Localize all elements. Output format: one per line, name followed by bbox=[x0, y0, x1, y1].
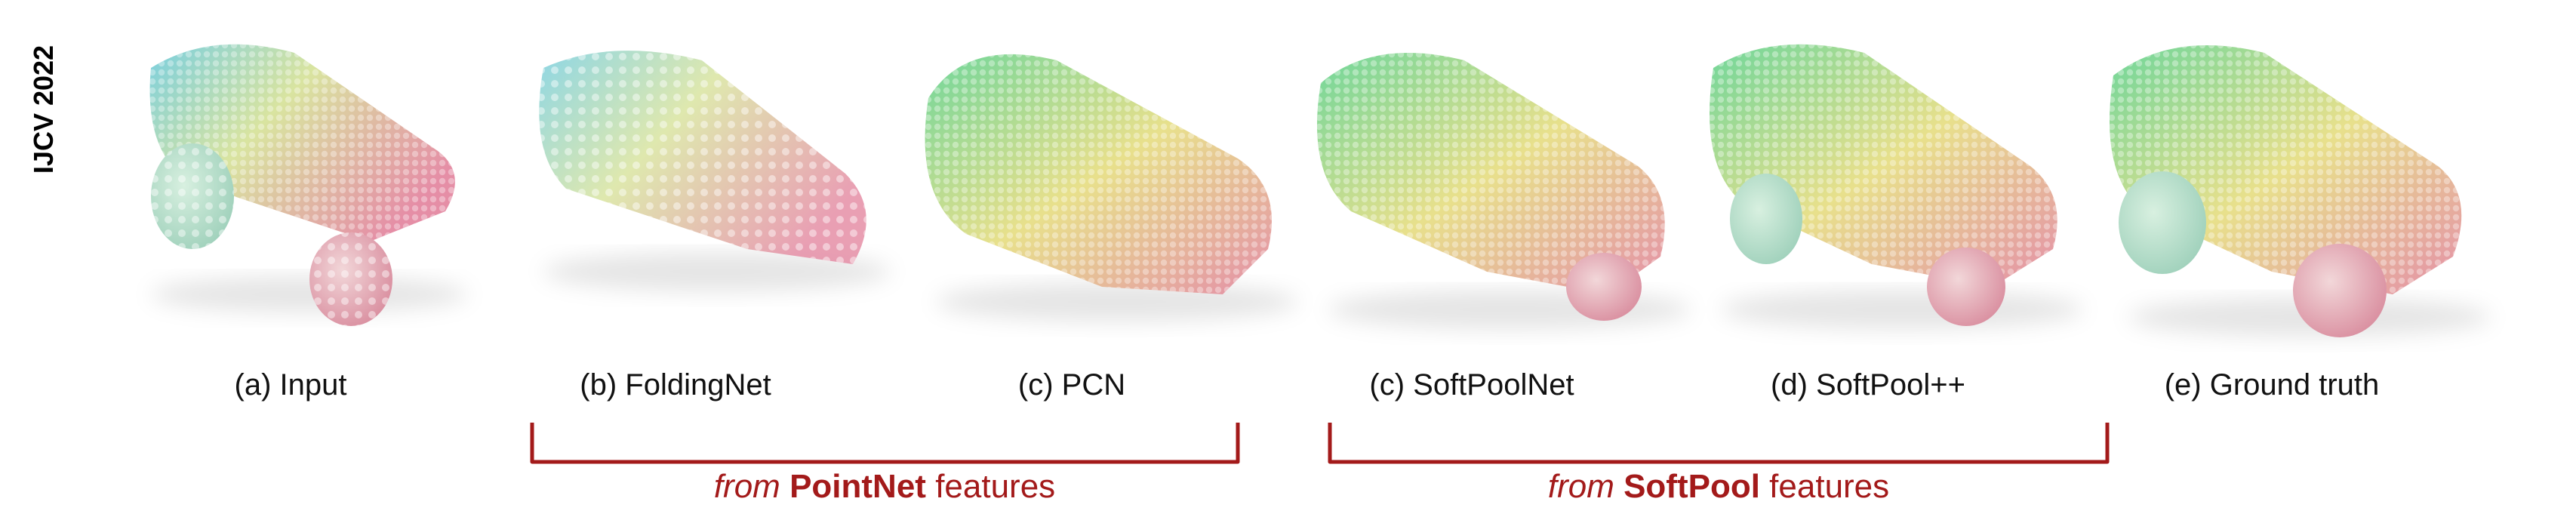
panel-label-foldingnet: (b) FoldingNet bbox=[580, 368, 771, 402]
panel-label-input: (a) Input bbox=[234, 368, 347, 402]
car-softpoolplusplus bbox=[1710, 44, 2083, 329]
group-caption-name: SoftPool bbox=[1623, 468, 1760, 505]
group-caption-suffix: features bbox=[935, 468, 1056, 505]
car-ground-truth bbox=[2110, 45, 2491, 337]
car-softpoolnet bbox=[1317, 53, 1691, 329]
group-caption-suffix: features bbox=[1769, 468, 1890, 505]
panel-label-pcn: (c) PCN bbox=[1017, 368, 1126, 402]
group-caption-name: PointNet bbox=[789, 468, 926, 505]
panel-label-ground-truth: (e) Ground truth bbox=[2164, 368, 2380, 402]
car-foldingnet bbox=[539, 51, 891, 291]
group-caption-pointnet: from PointNet features bbox=[714, 468, 1055, 506]
car-pcn bbox=[925, 54, 1298, 322]
car-input bbox=[149, 44, 468, 326]
group-caption-softpool: from SoftPool features bbox=[1548, 468, 1889, 506]
panel-label-softpoolplusplus: (d) SoftPool++ bbox=[1771, 368, 1965, 402]
pointnet-bracket bbox=[530, 423, 1240, 464]
softpool-bracket bbox=[1328, 423, 2110, 464]
group-caption-prefix: from bbox=[1547, 468, 1614, 505]
panel-label-softpoolnet: (c) SoftPoolNet bbox=[1369, 368, 1574, 402]
group-caption-prefix: from bbox=[713, 468, 780, 505]
